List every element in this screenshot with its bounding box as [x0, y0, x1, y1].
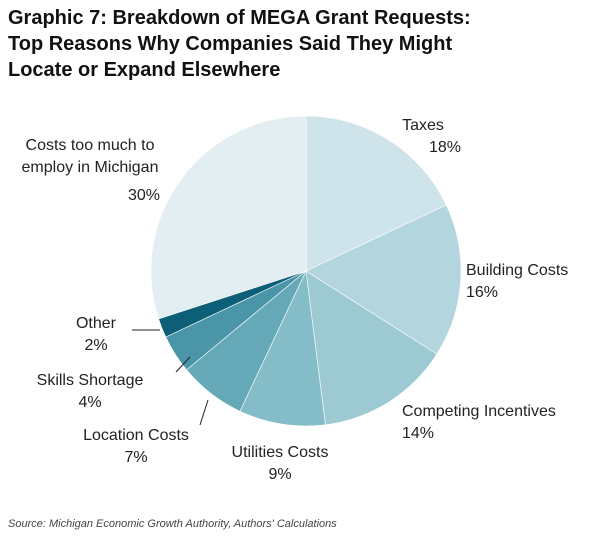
slice-label-7: Costs too much to: [26, 137, 155, 154]
slice-label-4: Location Costs: [83, 427, 189, 444]
leader-line: [175, 356, 191, 373]
source-note: Source: Michigan Economic Growth Authori…: [8, 518, 337, 530]
slice-label-0: Taxes: [402, 117, 444, 134]
slice-value-5: 4%: [78, 394, 101, 411]
slice-value-4: 7%: [124, 449, 147, 466]
slice-value-0: 18%: [429, 139, 461, 156]
slice-label-2: Competing Incentives: [402, 403, 556, 420]
slice-value-7: 30%: [128, 187, 160, 204]
slice-value-2: 14%: [402, 425, 434, 442]
leader-line: [199, 399, 209, 426]
pie-slice-1: [305, 204, 462, 355]
slice-value-1: 16%: [466, 284, 498, 301]
pie-slice-3: [239, 269, 326, 427]
slice-value-6: 2%: [84, 337, 107, 354]
slice-label-5: Skills Shortage: [37, 372, 144, 389]
slice-label-7: employ in Michigan: [22, 159, 159, 176]
slice-label-3: Utilities Costs: [232, 444, 329, 461]
slice-label-6: Other: [76, 315, 117, 332]
slice-value-3: 9%: [268, 466, 291, 483]
pie-slice-0: [305, 115, 447, 272]
pie-slice-7: [150, 115, 307, 320]
slice-label-1: Building Costs: [466, 262, 568, 279]
pie-slice-2: [305, 270, 438, 426]
chart-title: Graphic 7: Breakdown of MEGA Grant Reque…: [8, 7, 471, 81]
